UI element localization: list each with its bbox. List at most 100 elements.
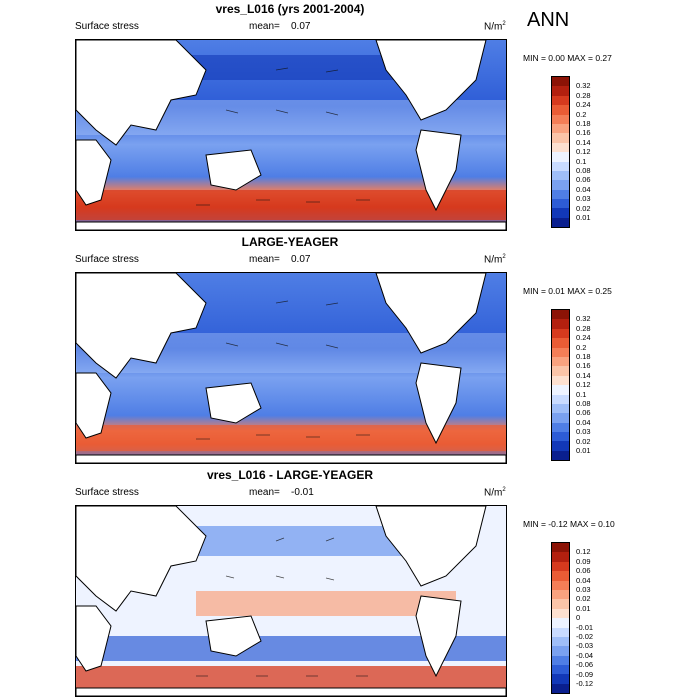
colorbar-tick-label: -0.03 <box>576 641 594 651</box>
colorbar-tick-label: 0.06 <box>576 408 591 418</box>
panel-3-land <box>76 506 506 696</box>
panel-2-land <box>76 273 506 463</box>
colorbar-swatch <box>552 543 569 553</box>
panel-2-variable: Surface stress <box>75 254 139 265</box>
colorbar-tick-label: 0.24 <box>576 333 591 343</box>
colorbar-tick-label: 0.14 <box>576 370 591 380</box>
colorbar-swatch <box>552 356 569 367</box>
colorbar-swatch <box>552 589 569 600</box>
colorbar-swatch <box>552 189 569 200</box>
colorbar-swatch <box>552 142 569 153</box>
colorbar-swatch <box>552 636 569 647</box>
colorbar-tick-label: 0.03 <box>576 427 591 437</box>
panel-3-tropical-positive-band <box>196 591 456 616</box>
eurasia-landmass <box>76 40 207 146</box>
colorbar-tick-label: 0.16 <box>576 361 591 371</box>
australia-landmass <box>205 615 262 657</box>
colorbar-swatch <box>552 655 569 666</box>
panel-2-minmax: MIN = 0.01 MAX = 0.25 <box>523 286 612 296</box>
colorbar-swatch <box>552 123 569 134</box>
panel-2-wind-vectors <box>196 300 370 440</box>
colorbar-tick-label: 0.24 <box>576 100 591 110</box>
colorbar-swatch <box>552 394 569 404</box>
colorbar-tick-label: 0.2 <box>576 109 587 119</box>
panel-1-title: vres_L016 (yrs 2001-2004) <box>215 2 365 16</box>
antarctica-landmass <box>76 687 506 696</box>
colorbar-swatch <box>552 152 569 162</box>
panel-3-variable: Surface stress <box>75 487 139 498</box>
panel-3-title: vres_L016 - LARGE-YEAGER <box>206 468 374 482</box>
colorbar-tick-label: 0.32 <box>576 314 591 324</box>
panel-3-mean-label: mean= <box>249 487 280 498</box>
colorbar-tick-label: 0.08 <box>576 399 591 408</box>
colorbar-swatch <box>552 618 569 628</box>
colorbar-swatch <box>552 133 569 143</box>
africa-landmass <box>76 372 112 439</box>
colorbar-tick-label: 0.08 <box>576 166 591 175</box>
colorbar-tick-label: -0.09 <box>576 669 594 679</box>
colorbar-swatch <box>552 375 569 386</box>
colorbar-swatch <box>552 319 569 329</box>
colorbar-tick-label: 0.01 <box>576 603 591 613</box>
colorbar-tick-label: 0.03 <box>576 585 591 594</box>
south-america-landmass <box>415 362 462 445</box>
colorbar-tick-label: 0.16 <box>576 128 591 138</box>
colorbar-swatch <box>552 403 569 414</box>
panel-1-units: N/m2 <box>484 21 506 33</box>
panel-3-units: N/m2 <box>484 487 506 499</box>
colorbar-swatch <box>552 77 569 87</box>
colorbar-tick-label: -0.04 <box>576 650 594 660</box>
colorbar-swatch <box>552 180 569 190</box>
colorbar-swatch <box>552 170 569 181</box>
colorbar-tick-label: 0.18 <box>576 352 591 361</box>
colorbar-swatch <box>552 432 569 442</box>
colorbar-swatch <box>552 599 569 609</box>
panel-2-title: LARGE-YEAGER <box>241 235 339 249</box>
antarctica-landmass <box>76 454 506 463</box>
panel-1-variable: Surface stress <box>75 21 139 32</box>
australia-landmass <box>205 149 262 191</box>
colorbar-swatch <box>552 441 569 451</box>
colorbar-swatch <box>552 608 569 619</box>
colorbar-swatch <box>552 217 569 228</box>
colorbar-tick-label: 0.02 <box>576 436 591 446</box>
colorbar-tick-label: 0.06 <box>576 566 591 576</box>
panel-2-mean-label: mean= <box>249 254 280 265</box>
panel-1-north-pacific-band <box>166 55 396 80</box>
colorbar-tick-label: -0.06 <box>576 660 594 670</box>
panel-3-map <box>75 505 507 697</box>
colorbar-tick-label: 0.18 <box>576 119 591 128</box>
colorbar-swatch <box>552 627 569 637</box>
colorbar-tick-label: 0.12 <box>576 147 591 157</box>
colorbar-tick-label: 0.1 <box>576 156 587 166</box>
colorbar-tick-label: 0.28 <box>576 323 591 333</box>
colorbar-swatch <box>552 310 569 320</box>
north-america-landmass <box>375 506 487 587</box>
colorbar-tick-label: -0.02 <box>576 632 594 641</box>
colorbar-swatch <box>552 114 569 124</box>
colorbar-tick-label: 0.28 <box>576 90 591 100</box>
colorbar-swatch <box>552 208 569 218</box>
colorbar-tick-label: 0.02 <box>576 203 591 213</box>
colorbar-swatch <box>552 105 569 115</box>
colorbar-swatch <box>552 646 569 656</box>
colorbar-swatch <box>552 95 569 106</box>
colorbar-tick-label: 0.2 <box>576 342 587 352</box>
colorbar-swatch <box>552 561 569 572</box>
panel-2-units: N/m2 <box>484 254 506 266</box>
colorbar-swatch <box>552 199 569 209</box>
season-label: ANN <box>527 9 570 31</box>
panel-1-wind-vectors <box>196 67 370 206</box>
colorbar-tick-label: -0.01 <box>576 622 594 632</box>
colorbar-swatch <box>552 413 569 423</box>
south-america-landmass <box>415 129 462 212</box>
colorbar-swatch <box>552 674 569 684</box>
colorbar-swatch <box>552 338 569 348</box>
colorbar-tick-label: 0.01 <box>576 446 591 455</box>
panel-1-mean-value: 0.07 <box>291 21 311 32</box>
colorbar-swatch <box>552 683 569 694</box>
antarctica-landmass <box>76 221 506 230</box>
panel-1-minmax: MIN = 0.00 MAX = 0.27 <box>523 53 612 63</box>
colorbar-swatch <box>552 571 569 581</box>
panel-1-mean-label: mean= <box>249 21 280 32</box>
